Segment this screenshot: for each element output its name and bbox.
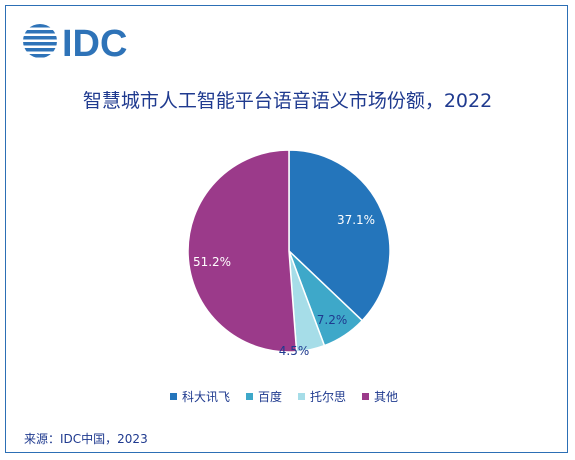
chart-legend: 科大讯飞 百度 托尔思 其他 [170, 388, 430, 405]
legend-item-3: 其他 [362, 388, 398, 405]
legend-item-0: 科大讯飞 [170, 388, 230, 405]
pie-slice-0 [288, 149, 391, 322]
legend-swatch-3 [362, 393, 370, 400]
chart-title: 智慧城市人工智能平台语音语义市场份额，2022 [82, 90, 493, 112]
legend-swatch-1 [246, 393, 254, 400]
slice-label-1: 7.2% [317, 313, 348, 327]
legend-label-3: 其他 [374, 390, 399, 404]
slice-label-0: 37.1% [337, 213, 375, 227]
svg-text:IDC: IDC [62, 23, 127, 62]
legend-item-2: 托尔思 [298, 388, 346, 405]
slice-label-2: 4.5% [279, 344, 310, 358]
legend-label-0: 科大讯飞 [182, 390, 231, 404]
idc-logo: IDC [22, 20, 152, 65]
slice-label-3: 51.2% [193, 255, 231, 269]
source-note: 来源：IDC中国，2023 [24, 432, 148, 446]
pie-slice-3 [187, 149, 298, 353]
legend-swatch-2 [298, 393, 306, 400]
pie-chart: 37.1% 7.2% 4.5% 51.2% [187, 149, 391, 358]
legend-item-1: 百度 [246, 388, 282, 405]
legend-swatch-0 [170, 393, 177, 400]
legend-label-1: 百度 [258, 390, 283, 404]
legend-label-2: 托尔思 [310, 390, 347, 404]
